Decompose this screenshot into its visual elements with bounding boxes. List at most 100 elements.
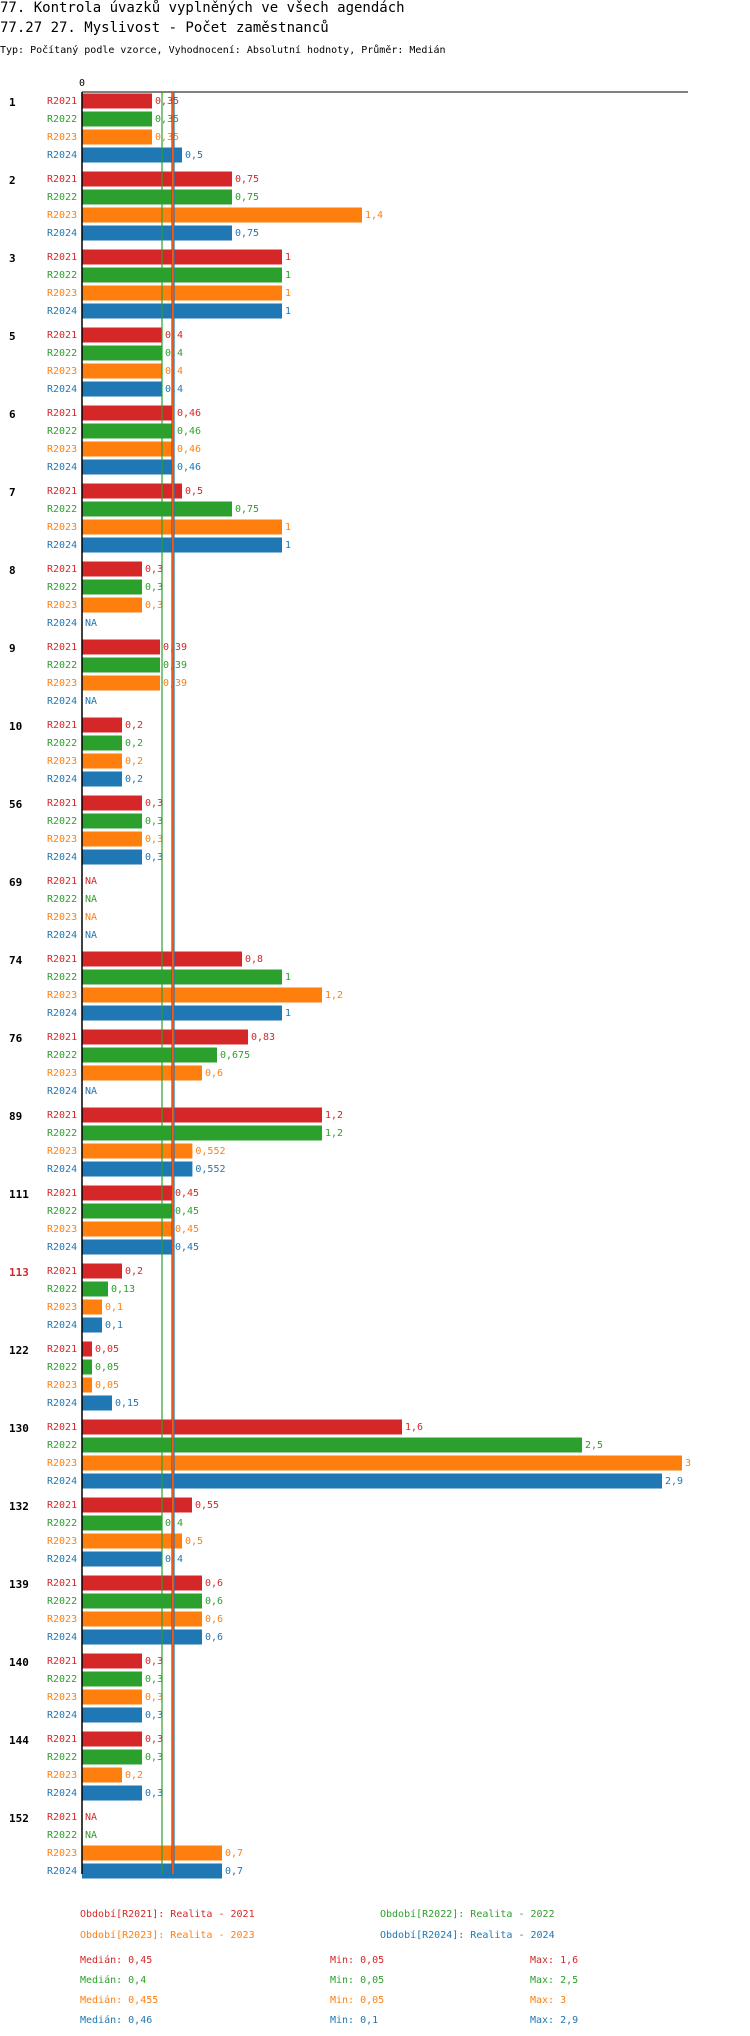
series-label: R2021 — [47, 798, 77, 809]
data-label: 1 — [285, 1008, 291, 1019]
data-label: 0,6 — [205, 1614, 223, 1625]
x-axis-tick-label: 0 — [79, 78, 85, 89]
series-label: R2024 — [47, 618, 77, 629]
series-label: R2023 — [47, 444, 77, 455]
data-label: 0,6 — [205, 1632, 223, 1643]
data-label: 0,3 — [145, 852, 163, 863]
data-label: 1 — [285, 306, 291, 317]
series-label: R2024 — [47, 462, 77, 473]
series-label: R2024 — [47, 852, 77, 863]
page-subtitle: 77.27 27. Myslivost - Počet zaměstnanců — [0, 20, 329, 36]
series-label: R2022 — [47, 660, 77, 671]
series-label: R2022 — [47, 1674, 77, 1685]
stat-median-r2023: Medián: 0,455 — [80, 1995, 159, 2006]
data-label: 0,2 — [125, 774, 143, 785]
bar — [82, 831, 142, 847]
group-label: 9 — [9, 642, 16, 655]
series-label: R2023 — [47, 288, 77, 299]
series-label: R2024 — [47, 384, 77, 395]
series-label: R2022 — [47, 894, 77, 905]
bar — [82, 225, 232, 241]
series-label: R2023 — [47, 834, 77, 845]
series-label: R2024 — [47, 150, 77, 161]
bar — [82, 1125, 322, 1141]
data-label: 0,6 — [205, 1068, 223, 1079]
bar — [82, 111, 152, 127]
bar — [82, 1065, 202, 1081]
stat-median-r2024: Medián: 0,46 — [80, 2015, 153, 2026]
stat-max-r2023: Max: 3 — [530, 1995, 567, 2006]
legend-period-r2021: Období[R2021]: Realita - 2021 — [80, 1909, 255, 1920]
data-label: 0,2 — [125, 1266, 143, 1277]
bar — [82, 1437, 582, 1453]
bar — [82, 423, 174, 439]
group-label: 144 — [9, 1734, 29, 1747]
data-label: 0,6 — [205, 1596, 223, 1607]
series-label: R2024 — [47, 930, 77, 941]
data-label: NA — [85, 876, 97, 887]
bar — [82, 1611, 202, 1627]
data-label: 0,7 — [225, 1866, 243, 1877]
stat-min-r2023: Min: 0,05 — [330, 1995, 385, 2006]
series-label: R2022 — [47, 1830, 77, 1841]
bar — [82, 1593, 202, 1609]
bar — [82, 1653, 142, 1669]
bar — [82, 771, 122, 787]
bar — [82, 1359, 92, 1375]
series-label: R2022 — [47, 348, 77, 359]
data-label: 0,8 — [245, 954, 263, 965]
bar — [82, 1161, 193, 1177]
data-label: NA — [85, 912, 97, 923]
data-label: 0,3 — [145, 1674, 163, 1685]
series-label: R2024 — [47, 1242, 77, 1253]
bar — [82, 483, 182, 499]
group-label: 76 — [9, 1032, 23, 1045]
series-label: R2024 — [47, 1554, 77, 1565]
series-label: R2024 — [47, 696, 77, 707]
bar — [82, 303, 282, 319]
series-label: R2021 — [47, 954, 77, 965]
bar — [82, 1047, 217, 1063]
bar — [82, 171, 232, 187]
data-label: 0,05 — [95, 1380, 119, 1391]
bar — [82, 813, 142, 829]
data-label: NA — [85, 618, 97, 629]
bar — [82, 1551, 162, 1567]
bar — [82, 717, 122, 733]
data-label: NA — [85, 696, 97, 707]
series-label: R2023 — [47, 1458, 77, 1469]
data-label: 0,3 — [145, 1710, 163, 1721]
data-label: 0,2 — [125, 756, 143, 767]
bar — [82, 1767, 122, 1783]
bar — [82, 1629, 202, 1645]
series-label: R2022 — [47, 426, 77, 437]
data-label: 0,3 — [145, 1752, 163, 1763]
data-label: 1,2 — [325, 1110, 343, 1121]
bar — [82, 1473, 662, 1489]
series-label: R2022 — [47, 816, 77, 827]
group-label: 69 — [9, 876, 22, 889]
data-label: 0,3 — [145, 1788, 163, 1799]
bar — [82, 1497, 192, 1513]
bar — [82, 147, 182, 163]
bar — [82, 1185, 172, 1201]
legend-period-r2022: Období[R2022]: Realita - 2022 — [380, 1909, 555, 1920]
data-label: 0,46 — [177, 426, 201, 437]
data-label: 0,7 — [225, 1848, 243, 1859]
bar — [82, 207, 362, 223]
data-label: NA — [85, 1086, 97, 1097]
series-label: R2023 — [47, 1770, 77, 1781]
series-label: R2023 — [47, 912, 77, 923]
group-label: 122 — [9, 1344, 29, 1357]
bar — [82, 189, 232, 205]
group-label: 130 — [9, 1422, 29, 1435]
data-label: 0,83 — [251, 1032, 275, 1043]
data-label: NA — [85, 1830, 97, 1841]
series-label: R2021 — [47, 96, 77, 107]
data-label: 0,2 — [125, 1770, 143, 1781]
bar — [82, 1281, 108, 1297]
data-label: 0,552 — [195, 1146, 225, 1157]
series-label: R2021 — [47, 1500, 77, 1511]
group-label: 56 — [9, 798, 23, 811]
bar — [82, 1863, 222, 1879]
